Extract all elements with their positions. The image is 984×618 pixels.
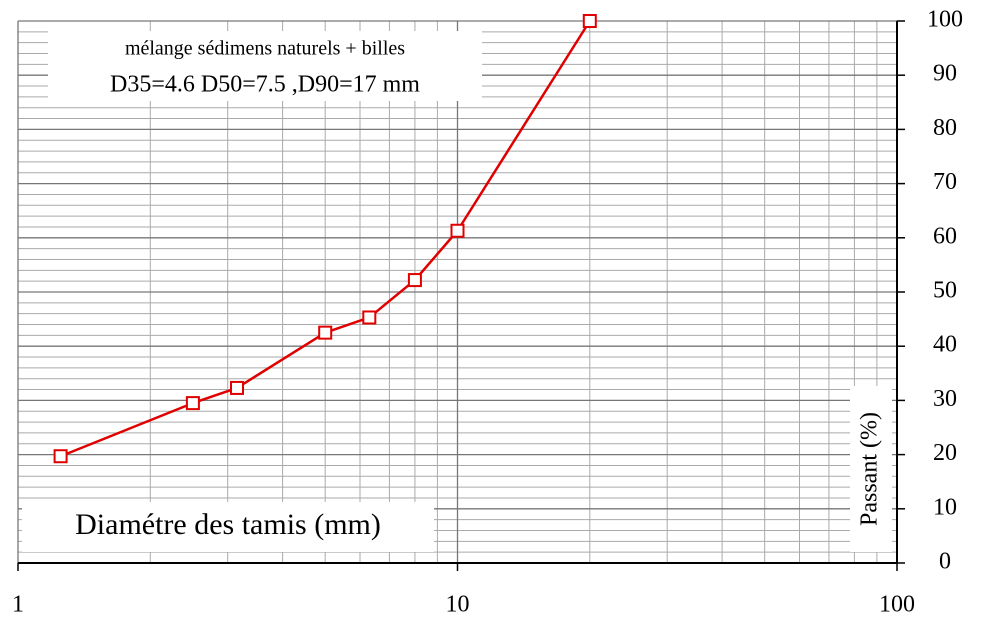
x-tick-label: 10 bbox=[446, 592, 470, 618]
grid bbox=[17, 20, 905, 571]
y-tick-label: 50 bbox=[933, 278, 957, 304]
marker bbox=[230, 380, 245, 395]
y-tick-label: 60 bbox=[933, 223, 957, 249]
plot bbox=[53, 14, 597, 464]
y-tick-label: 100 bbox=[927, 7, 963, 33]
marker bbox=[185, 396, 200, 411]
annotation: D35=4.6 D50=7.5 ,D90=17 mm bbox=[110, 72, 420, 98]
marker bbox=[582, 14, 597, 28]
marker bbox=[53, 449, 68, 464]
xlabel-box bbox=[22, 502, 434, 552]
annotation: mélange sédimens naturels + billes bbox=[125, 38, 405, 60]
y-axis-label: Passant (%) bbox=[857, 412, 883, 526]
marker bbox=[407, 273, 422, 288]
y-tick-label: 20 bbox=[933, 440, 957, 466]
marker bbox=[450, 223, 465, 238]
y-tick-label: 70 bbox=[933, 169, 957, 195]
marker bbox=[362, 310, 377, 325]
series-line bbox=[60, 20, 591, 458]
annotation-box bbox=[48, 31, 482, 101]
y-tick-label: 90 bbox=[933, 61, 957, 87]
y-tick-label: 0 bbox=[939, 549, 951, 575]
x-tick-label: 100 bbox=[879, 592, 915, 618]
y-tick-label: 40 bbox=[933, 332, 957, 358]
x-axis-label: Diamétre des tamis (mm) bbox=[75, 508, 381, 541]
x-tick-label: 1 bbox=[12, 592, 24, 618]
ylabel-box bbox=[850, 386, 892, 552]
y-tick-label: 30 bbox=[933, 386, 957, 412]
marker bbox=[318, 325, 333, 340]
y-tick-label: 80 bbox=[933, 115, 957, 141]
y-tick-label: 10 bbox=[933, 494, 957, 520]
